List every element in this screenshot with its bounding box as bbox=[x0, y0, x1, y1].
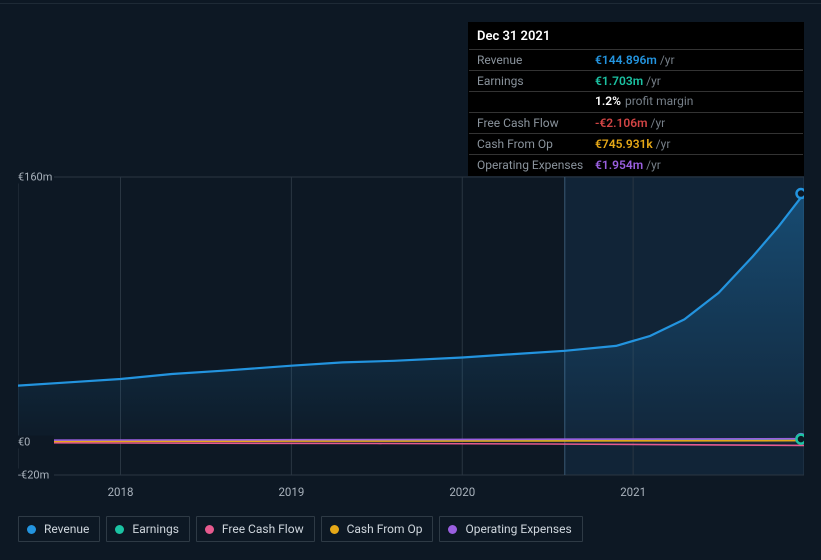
y-axis-label: €160m bbox=[18, 171, 54, 184]
x-axis-label: 2018 bbox=[108, 485, 134, 499]
legend-dot-icon bbox=[330, 525, 339, 534]
tooltip-row: Revenue€144.896m/yr bbox=[469, 50, 803, 71]
legend-item-cash-from-op[interactable]: Cash From Op bbox=[321, 516, 434, 542]
tooltip-row: Earnings€1.703m/yr bbox=[469, 71, 803, 92]
tooltip-row-label: Cash From Op bbox=[477, 137, 595, 151]
tooltip-row-value: -€2.106m bbox=[595, 116, 648, 130]
y-axis-label: -€20m bbox=[18, 469, 54, 482]
tooltip-row-unit: /yr bbox=[660, 53, 675, 67]
legend-item-operating-expenses[interactable]: Operating Expenses bbox=[439, 516, 582, 542]
tooltip-row: Cash From Op€745.931k/yr bbox=[469, 134, 803, 155]
tooltip-row-value: €1.703m bbox=[595, 74, 643, 88]
tooltip-row: Free Cash Flow-€2.106m/yr bbox=[469, 113, 803, 134]
tooltip-profit-margin-value: 1.2% bbox=[595, 94, 621, 108]
legend-dot-icon bbox=[205, 525, 214, 534]
legend-item-label: Revenue bbox=[44, 522, 89, 536]
legend-dot-icon bbox=[27, 525, 36, 534]
legend-item-earnings[interactable]: Earnings bbox=[106, 516, 190, 542]
tooltip-row-unit: /yr bbox=[656, 137, 671, 151]
legend-item-label: Operating Expenses bbox=[465, 522, 571, 536]
tooltip-row: Operating Expenses€1.954m/yr bbox=[469, 155, 803, 175]
x-axis-label: 2021 bbox=[620, 485, 646, 499]
hover-tooltip: Dec 31 2021 Revenue€144.896m/yrEarnings€… bbox=[468, 22, 804, 176]
legend: Revenue Earnings Free Cash Flow Cash From O… bbox=[18, 516, 583, 542]
tooltip-date: Dec 31 2021 bbox=[469, 23, 803, 50]
tooltip-profit-margin-label: profit margin bbox=[625, 94, 693, 108]
tooltip-row-label: Revenue bbox=[477, 53, 595, 67]
tooltip-row-unit: /yr bbox=[646, 158, 661, 172]
tooltip-subrow: 1.2% profit margin bbox=[469, 92, 803, 113]
tooltip-row-unit: /yr bbox=[646, 74, 661, 88]
tooltip-row-label: Earnings bbox=[477, 74, 595, 88]
legend-item-label: Earnings bbox=[132, 522, 179, 536]
tooltip-row-value: €1.954m bbox=[595, 158, 643, 172]
tooltip-row-unit: /yr bbox=[651, 116, 666, 130]
legend-item-free-cash-flow[interactable]: Free Cash Flow bbox=[196, 516, 315, 542]
legend-item-label: Cash From Op bbox=[347, 522, 423, 536]
tooltip-row-label: Free Cash Flow bbox=[477, 116, 595, 130]
legend-dot-icon bbox=[115, 525, 124, 534]
legend-dot-icon bbox=[448, 525, 457, 534]
y-axis-label: €0 bbox=[18, 435, 54, 448]
x-axis-label: 2019 bbox=[278, 485, 304, 499]
chart-svg bbox=[18, 155, 804, 483]
tooltip-row-value: €745.931k bbox=[595, 137, 653, 151]
legend-item-revenue[interactable]: Revenue bbox=[18, 516, 100, 542]
top-divider bbox=[0, 3, 821, 4]
x-axis-label: 2020 bbox=[449, 485, 475, 499]
legend-item-label: Free Cash Flow bbox=[222, 522, 304, 536]
tooltip-row-value: €144.896m bbox=[595, 53, 657, 67]
tooltip-row-label: Operating Expenses bbox=[477, 158, 595, 172]
line-chart[interactable]: €160m€0-€20m2018201920202021 bbox=[18, 155, 804, 490]
